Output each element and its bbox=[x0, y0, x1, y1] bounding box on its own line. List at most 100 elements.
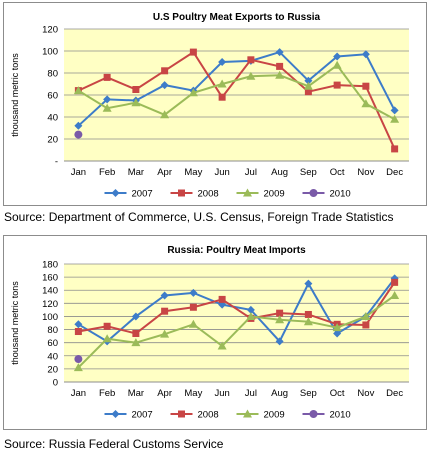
series-line-2007 bbox=[77, 50, 396, 127]
series-line-2009 bbox=[77, 294, 396, 369]
x-tick-label: Sep bbox=[300, 167, 317, 178]
data-point-2007 bbox=[131, 312, 140, 321]
data-point-2008 bbox=[103, 322, 111, 330]
data-point-2008 bbox=[391, 278, 399, 286]
legend-marker bbox=[309, 189, 318, 197]
x-tick-label: Aug bbox=[271, 167, 288, 178]
series-line-2007 bbox=[77, 277, 396, 344]
data-point-2007 bbox=[74, 320, 83, 329]
x-tick-label: Jul bbox=[245, 388, 257, 399]
data-point-2008 bbox=[74, 328, 82, 336]
y-tick-label: 20 bbox=[47, 135, 58, 146]
data-point-2009 bbox=[332, 323, 342, 332]
y-tick-label: 120 bbox=[42, 299, 58, 310]
data-point-2008 bbox=[276, 309, 284, 317]
chart-source-note: Source: Russia Federal Customs Service bbox=[4, 437, 224, 451]
legend-marker bbox=[178, 189, 185, 197]
x-tick-label: Jul bbox=[245, 167, 257, 178]
data-point-2007 bbox=[189, 288, 198, 297]
x-tick-label: Jun bbox=[214, 388, 229, 399]
legend-label: 2009 bbox=[264, 189, 285, 200]
series-line-2008 bbox=[78, 281, 396, 335]
data-point-2008 bbox=[362, 82, 370, 90]
data-point-2007 bbox=[218, 300, 227, 309]
y-tick-label: 140 bbox=[42, 286, 58, 297]
x-tick-label: Aug bbox=[271, 388, 288, 399]
chart-panel-us-exports: U.S Poultry Meat Exports to Russia - 20 40 6… bbox=[3, 2, 427, 206]
chart-russia-poultry-imports: Russia: Poultry Meat Imports 0 20 40 60 80 100… bbox=[10, 245, 409, 421]
data-point-2009 bbox=[217, 79, 227, 88]
y-tick-label: 40 bbox=[47, 351, 58, 362]
y-axis-label: thousand metric tons bbox=[10, 281, 20, 365]
y-tick-label: 180 bbox=[42, 260, 58, 271]
data-point-2008 bbox=[304, 310, 312, 318]
data-point-2007 bbox=[333, 329, 342, 338]
chart-title: U.S Poultry Meat Exports to Russia bbox=[153, 12, 321, 23]
data-point-2008 bbox=[247, 56, 255, 64]
data-point-2009 bbox=[303, 81, 313, 90]
y-tick-label: 100 bbox=[42, 312, 58, 323]
data-point-2008 bbox=[132, 86, 140, 93]
data-point-2008 bbox=[304, 88, 312, 96]
data-point-2007 bbox=[160, 291, 169, 300]
chart-us-poultry-exports: U.S Poultry Meat Exports to Russia - 20 40 6… bbox=[10, 12, 409, 200]
data-point-2009 bbox=[390, 290, 400, 299]
x-tick-label: Dec bbox=[386, 388, 403, 399]
x-tick-label: Mar bbox=[128, 388, 144, 399]
legend-label: 2008 bbox=[198, 410, 219, 421]
data-point-2009 bbox=[361, 311, 371, 320]
y-tick-label: 0 bbox=[53, 378, 58, 389]
data-point-2008 bbox=[218, 295, 226, 303]
data-point-2009 bbox=[160, 329, 170, 338]
data-point-2007 bbox=[275, 48, 284, 57]
legend-label: 2008 bbox=[198, 189, 219, 200]
data-point-2007 bbox=[390, 106, 399, 115]
y-tick-label: 60 bbox=[47, 91, 58, 102]
legend-label: 2010 bbox=[330, 410, 351, 421]
y-axis-label: thousand metric tons bbox=[10, 53, 20, 137]
legend-marker bbox=[111, 189, 120, 197]
data-point-2009 bbox=[217, 341, 227, 350]
legend-marker bbox=[111, 410, 120, 418]
data-point-2009 bbox=[102, 334, 112, 343]
data-point-2009 bbox=[188, 88, 198, 97]
y-tick-label: 160 bbox=[42, 273, 58, 284]
data-point-2007 bbox=[218, 58, 227, 66]
legend-label: 2007 bbox=[132, 410, 153, 421]
x-tick-label: Feb bbox=[99, 167, 115, 178]
y-tick-label: 100 bbox=[42, 47, 58, 58]
series-line-2008 bbox=[77, 50, 396, 150]
data-point-2008 bbox=[276, 62, 284, 70]
data-point-2007 bbox=[304, 76, 313, 85]
x-tick-label: Jun bbox=[214, 167, 229, 178]
data-point-2008 bbox=[391, 145, 399, 153]
data-point-2007 bbox=[361, 50, 370, 59]
chart-title: Russia: Poultry Meat Imports bbox=[167, 245, 306, 256]
legend-marker bbox=[178, 410, 185, 418]
data-point-2009 bbox=[303, 317, 313, 326]
plot-area bbox=[64, 264, 409, 382]
data-point-2009 bbox=[73, 363, 83, 372]
legend-marker bbox=[243, 409, 252, 418]
data-point-2010 bbox=[74, 355, 83, 364]
x-tick-label: Dec bbox=[386, 167, 403, 178]
series-line-2009 bbox=[77, 63, 396, 121]
legend-label: 2007 bbox=[132, 189, 153, 200]
x-tick-label: Oct bbox=[330, 388, 345, 399]
data-point-2009 bbox=[188, 319, 198, 328]
data-point-2008 bbox=[161, 307, 169, 315]
data-point-2009 bbox=[246, 71, 256, 80]
x-tick-label: Sep bbox=[300, 388, 317, 399]
y-tick-label: 80 bbox=[47, 69, 58, 80]
x-tick-label: Nov bbox=[357, 388, 374, 399]
data-point-2007 bbox=[333, 52, 342, 61]
x-tick-label: May bbox=[184, 388, 202, 399]
data-point-2007 bbox=[246, 305, 255, 314]
data-point-2009 bbox=[131, 338, 141, 347]
data-point-2009 bbox=[102, 103, 112, 112]
data-point-2009 bbox=[73, 86, 83, 95]
data-point-2008 bbox=[218, 93, 226, 101]
data-point-2009 bbox=[275, 315, 285, 324]
y-tick-label: 80 bbox=[47, 325, 58, 336]
x-tick-label: Jan bbox=[71, 167, 86, 178]
